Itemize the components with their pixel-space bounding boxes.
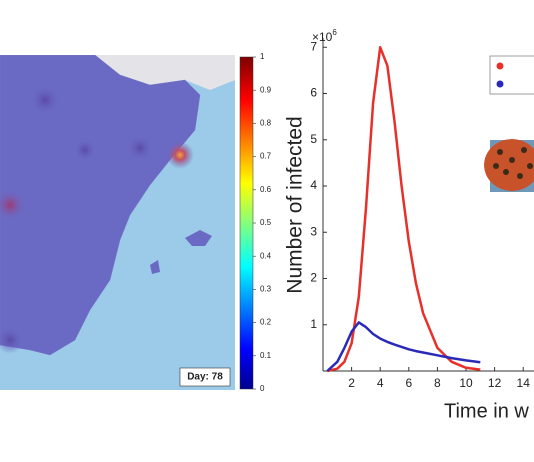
colorbar-tick-label: 0 — [260, 384, 265, 393]
colorbar-tick-label: 0.9 — [260, 85, 272, 94]
x-tick-label: 6 — [405, 376, 412, 390]
hotspot — [29, 84, 61, 116]
colorbar-tick-label: 0.7 — [260, 152, 272, 161]
hotspot — [0, 326, 24, 354]
x-tick-label: 4 — [377, 376, 384, 390]
y-tick-label: 6 — [310, 86, 317, 100]
map: Day: 78 — [0, 55, 235, 390]
x-tick-label: 12 — [488, 376, 502, 390]
virus-image — [484, 139, 534, 192]
colorbar-tick-label: 0.8 — [260, 119, 272, 128]
day-box — [179, 367, 231, 387]
y-multiplier: ×106 — [312, 28, 337, 44]
y-multiplier-exp: 6 — [332, 28, 337, 37]
y-tick-label: 3 — [310, 224, 317, 238]
legend-box — [489, 55, 534, 95]
colorbar-tick-label: 0.3 — [260, 285, 272, 294]
y-tick-label: 4 — [310, 178, 317, 192]
spain — [0, 55, 201, 356]
x-tick-label: 14 — [517, 376, 531, 390]
colorbar-tick-label: 0.2 — [260, 318, 272, 327]
colorbar-tick-label: 0.6 — [260, 185, 272, 194]
france — [95, 55, 235, 90]
hotspot — [73, 138, 97, 162]
series-line — [326, 321, 481, 372]
colorbar-tick-label: 0.1 — [260, 351, 272, 360]
line-chart: ×106 Number of infected Time in w 123456… — [284, 28, 534, 422]
legend — [489, 55, 534, 95]
x-axis-label: Time in w — [444, 400, 529, 422]
x-tick-label: 10 — [459, 376, 473, 390]
colorbar-tick-label: 0.5 — [260, 218, 272, 227]
colorbar-tick-label: 0.4 — [260, 251, 272, 260]
legend-marker — [496, 62, 504, 70]
y-axis-label: Number of infected — [284, 116, 307, 293]
y-multiplier-base: ×10 — [312, 30, 333, 44]
virus-texture — [493, 147, 533, 179]
colorbar — [239, 56, 254, 390]
hotspot — [166, 141, 194, 169]
legend-marker — [496, 80, 504, 88]
y-tick-label: 1 — [310, 317, 317, 331]
hotspot — [126, 134, 154, 162]
island — [150, 260, 160, 274]
colorbar-tick-label: 1 — [260, 52, 265, 61]
x-tick-label: 2 — [348, 376, 355, 390]
y-tick-label: 5 — [310, 132, 317, 146]
day-label: Day: 78 — [187, 372, 223, 383]
series-line — [327, 46, 481, 373]
x-tick-label: 8 — [434, 376, 441, 390]
y-tick-label: 7 — [310, 39, 317, 53]
island — [185, 230, 212, 246]
hotspot — [0, 189, 26, 221]
y-tick-label: 2 — [310, 271, 317, 285]
